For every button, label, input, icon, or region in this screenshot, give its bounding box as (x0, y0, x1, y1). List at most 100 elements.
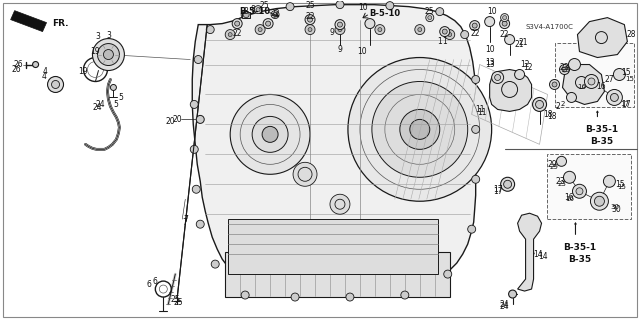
Text: 21: 21 (515, 40, 524, 49)
Text: 15: 15 (617, 184, 626, 190)
Text: 2: 2 (560, 101, 564, 108)
Circle shape (562, 67, 567, 72)
Circle shape (291, 293, 299, 301)
Circle shape (293, 162, 317, 186)
Bar (242, 11, 250, 18)
Circle shape (225, 30, 235, 40)
Circle shape (375, 25, 385, 34)
Text: 25: 25 (305, 1, 315, 10)
Circle shape (611, 93, 618, 101)
Text: 25: 25 (173, 298, 183, 307)
Circle shape (472, 23, 477, 28)
Circle shape (536, 100, 543, 108)
Circle shape (472, 175, 479, 183)
Text: 8: 8 (251, 5, 255, 14)
Text: B-5-10: B-5-10 (239, 7, 271, 16)
Circle shape (575, 77, 588, 88)
Circle shape (442, 29, 447, 34)
Text: 23: 23 (557, 181, 566, 187)
Circle shape (400, 109, 440, 149)
Circle shape (410, 119, 430, 139)
Text: 24: 24 (95, 100, 105, 109)
Circle shape (378, 28, 382, 32)
Circle shape (500, 14, 509, 22)
Circle shape (33, 62, 38, 68)
Text: 15: 15 (625, 77, 634, 83)
Circle shape (206, 26, 214, 33)
Text: B-35: B-35 (590, 137, 613, 146)
Circle shape (515, 70, 525, 79)
Text: 17: 17 (621, 100, 631, 109)
Circle shape (336, 1, 344, 9)
Circle shape (348, 57, 492, 201)
Text: 3: 3 (95, 32, 100, 41)
Circle shape (92, 39, 124, 70)
Circle shape (495, 75, 500, 80)
Text: 30: 30 (611, 205, 621, 214)
Text: 7: 7 (182, 218, 187, 227)
Circle shape (566, 93, 577, 102)
Text: 11: 11 (475, 105, 484, 114)
Text: 6: 6 (147, 279, 152, 289)
Circle shape (263, 19, 273, 29)
Text: FR.: FR. (52, 19, 69, 28)
Text: 30: 30 (611, 204, 620, 210)
Text: 23: 23 (561, 66, 570, 72)
Text: 28: 28 (627, 30, 636, 39)
Circle shape (196, 220, 204, 228)
Circle shape (401, 291, 409, 299)
Text: 24: 24 (93, 103, 102, 112)
Circle shape (418, 28, 422, 32)
Circle shape (262, 126, 278, 142)
Polygon shape (192, 5, 477, 297)
Circle shape (500, 177, 515, 191)
Circle shape (111, 85, 116, 91)
Circle shape (372, 81, 468, 177)
Text: 5: 5 (113, 100, 118, 109)
Text: 6: 6 (153, 277, 158, 286)
Circle shape (298, 167, 312, 181)
Text: 20: 20 (166, 117, 175, 126)
Circle shape (232, 19, 242, 29)
Circle shape (509, 290, 516, 298)
Circle shape (468, 225, 476, 233)
Bar (228, 219, 438, 274)
Circle shape (271, 11, 279, 19)
Text: 27: 27 (605, 75, 614, 84)
Text: 12: 12 (523, 63, 532, 72)
Text: 1: 1 (442, 37, 447, 46)
Circle shape (190, 145, 198, 153)
Circle shape (500, 19, 509, 29)
Text: 14: 14 (532, 250, 542, 259)
Text: 9: 9 (337, 45, 342, 54)
Text: 17: 17 (493, 185, 502, 194)
Circle shape (568, 58, 580, 70)
Circle shape (595, 32, 607, 44)
Text: 10: 10 (485, 45, 495, 54)
Circle shape (235, 21, 239, 26)
Text: 29: 29 (549, 164, 558, 170)
Circle shape (335, 199, 345, 209)
Polygon shape (563, 64, 604, 104)
Text: 10: 10 (487, 7, 497, 16)
Text: 10: 10 (358, 3, 368, 12)
Polygon shape (577, 18, 627, 57)
Text: 4: 4 (43, 67, 48, 76)
Circle shape (338, 28, 342, 32)
Text: 18: 18 (543, 110, 552, 119)
Circle shape (255, 25, 265, 34)
Text: 19: 19 (79, 67, 88, 76)
Circle shape (502, 16, 507, 19)
Circle shape (559, 64, 570, 75)
Circle shape (552, 82, 557, 87)
Circle shape (241, 291, 249, 299)
Circle shape (502, 21, 507, 26)
Circle shape (428, 16, 432, 19)
Circle shape (308, 28, 312, 32)
Circle shape (211, 260, 220, 268)
Text: 14: 14 (538, 252, 547, 261)
Bar (554, 42, 634, 108)
Circle shape (563, 171, 575, 183)
Text: 22: 22 (270, 9, 280, 18)
Text: 16: 16 (596, 82, 606, 91)
